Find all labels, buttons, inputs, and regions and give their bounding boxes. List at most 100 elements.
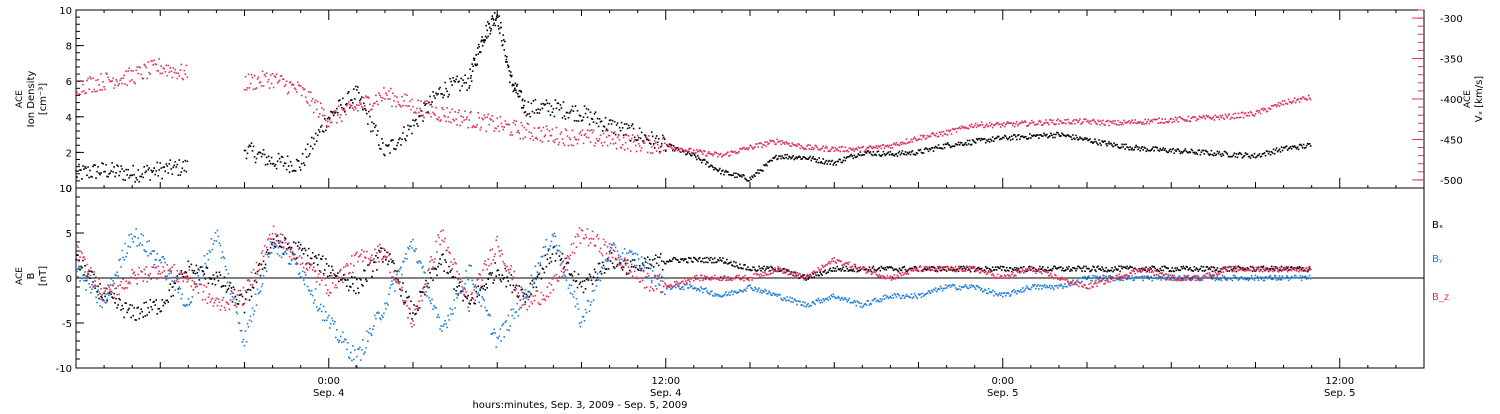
data-point <box>493 279 495 281</box>
data-point <box>1083 138 1085 140</box>
data-point <box>89 286 91 288</box>
data-point <box>353 88 355 90</box>
data-point <box>139 67 141 69</box>
data-point <box>813 147 815 149</box>
data-point <box>829 298 831 300</box>
data-point <box>110 170 112 172</box>
data-point <box>311 290 313 292</box>
data-point <box>578 273 580 275</box>
data-point <box>93 274 95 276</box>
data-point <box>606 268 608 270</box>
data-point <box>1161 266 1163 268</box>
data-point <box>397 101 399 103</box>
data-point <box>512 308 514 310</box>
data-point <box>352 102 354 104</box>
data-point <box>584 105 586 107</box>
data-point <box>605 259 607 261</box>
data-point <box>611 131 613 133</box>
data-point <box>853 148 855 150</box>
data-point <box>382 142 384 144</box>
data-point <box>590 111 592 113</box>
data-point <box>776 139 778 141</box>
data-point <box>603 265 605 267</box>
data-point <box>635 253 637 255</box>
data-point <box>160 310 162 312</box>
data-point <box>528 123 530 125</box>
data-point <box>121 83 123 85</box>
data-point <box>392 93 394 95</box>
data-point <box>1290 146 1292 148</box>
data-point <box>725 292 727 294</box>
data-point <box>355 108 357 110</box>
data-point <box>597 118 599 120</box>
data-point <box>572 293 574 295</box>
data-point <box>1205 270 1207 272</box>
data-point <box>465 119 467 121</box>
data-point <box>189 266 191 268</box>
data-point <box>484 40 486 42</box>
data-point <box>632 134 634 136</box>
data-point <box>695 288 697 290</box>
data-point <box>1041 288 1043 290</box>
data-point <box>530 116 532 118</box>
data-point <box>1086 138 1088 140</box>
y-tick-label: 6 <box>66 77 72 88</box>
data-point <box>701 261 703 263</box>
data-point <box>727 294 729 296</box>
data-point <box>1261 156 1263 158</box>
data-point <box>440 264 442 266</box>
data-point <box>343 108 345 110</box>
data-point <box>833 270 835 272</box>
data-point <box>366 113 368 115</box>
data-point <box>905 269 907 271</box>
data-point <box>523 298 525 300</box>
data-point <box>1016 139 1018 141</box>
data-point <box>841 268 843 270</box>
data-point <box>799 301 801 303</box>
data-point <box>91 91 93 93</box>
data-point <box>534 282 536 284</box>
data-point <box>514 318 516 320</box>
data-point <box>1076 268 1078 270</box>
data-point <box>1019 291 1021 293</box>
data-point <box>245 150 247 152</box>
data-point <box>1172 280 1174 282</box>
data-point <box>1092 275 1094 277</box>
data-point <box>519 309 521 311</box>
data-point <box>1104 124 1106 126</box>
data-point <box>431 101 433 103</box>
data-point <box>615 134 617 136</box>
data-point <box>132 165 134 167</box>
data-point <box>943 131 945 133</box>
data-point <box>930 292 932 294</box>
data-point <box>1008 270 1010 272</box>
data-point <box>290 249 292 251</box>
data-point <box>100 299 102 301</box>
data-point <box>1035 288 1037 290</box>
data-point <box>1110 143 1112 145</box>
data-point <box>331 266 333 268</box>
data-point <box>91 288 93 290</box>
data-point <box>179 159 181 161</box>
data-point <box>1083 278 1085 280</box>
data-point <box>842 160 844 162</box>
data-point <box>387 98 389 100</box>
data-point <box>795 300 797 302</box>
data-point <box>183 161 185 163</box>
data-point <box>904 297 906 299</box>
data-point <box>519 285 521 287</box>
data-point <box>268 256 270 258</box>
data-point <box>640 138 642 140</box>
data-point <box>402 282 404 284</box>
data-point <box>590 141 592 143</box>
data-point <box>914 293 916 295</box>
data-point <box>590 276 592 278</box>
data-point <box>671 260 673 262</box>
data-point <box>305 250 307 252</box>
data-point <box>392 139 394 141</box>
data-point <box>140 308 142 310</box>
data-point <box>790 145 792 147</box>
data-point <box>344 110 346 112</box>
data-point <box>984 127 986 129</box>
data-point <box>559 142 561 144</box>
